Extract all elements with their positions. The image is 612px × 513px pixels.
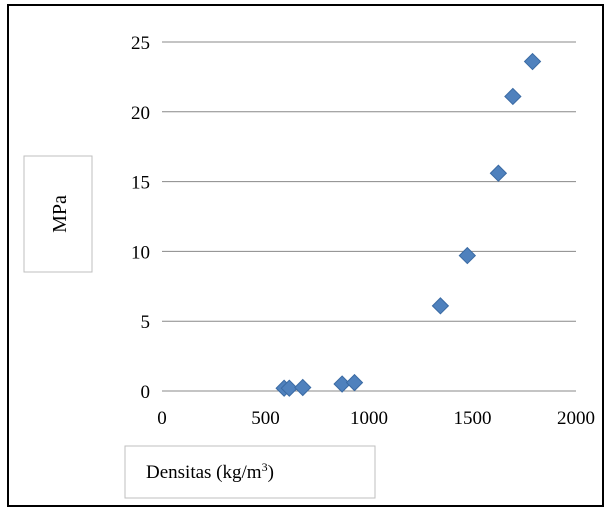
y-tick-label-0: 0 (141, 382, 151, 403)
x-tick-label-2: 1000 (350, 408, 388, 429)
x-tick-label-4: 2000 (557, 408, 595, 429)
chart-frame (7, 4, 604, 507)
data-point-8 (504, 87, 522, 106)
x-axis-label: Densitas (kg/m3) (146, 460, 274, 483)
y-tick-labels: 0 5 10 15 20 25 (131, 33, 150, 403)
y-tick-label-4: 20 (131, 103, 150, 124)
data-point-5 (431, 297, 450, 315)
data-point-1 (280, 379, 299, 397)
ylabel-box (23, 155, 93, 273)
data-point-4 (345, 373, 364, 392)
xlabel-box (124, 445, 376, 499)
x-tick-label-1: 500 (251, 408, 280, 429)
x-tick-label-0: 0 (157, 408, 167, 429)
y-tick-label-3: 15 (131, 173, 150, 194)
y-tick-label-1: 5 (141, 312, 151, 333)
x-tick-label-3: 1500 (454, 408, 492, 429)
x-tick-labels: 0 500 1000 1500 2000 (157, 408, 595, 429)
data-point-2 (294, 378, 312, 397)
grid-lines (162, 41, 576, 322)
data-point-9 (523, 52, 542, 71)
y-tick-label-2: 10 (131, 242, 150, 263)
y-axis-label: MPa (49, 195, 71, 233)
y-tick-label-5: 25 (131, 33, 150, 54)
data-point-6 (458, 246, 477, 265)
data-point-7 (489, 164, 508, 182)
data-points (275, 52, 542, 397)
